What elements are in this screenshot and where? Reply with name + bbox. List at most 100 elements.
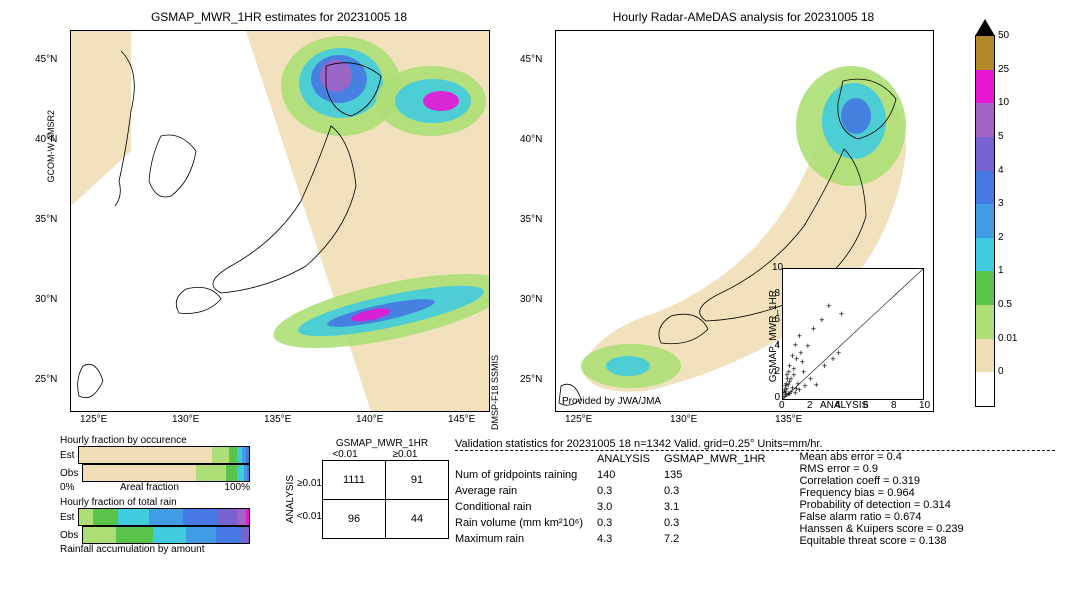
xtick: 125°E <box>80 414 107 425</box>
frac-seg <box>246 509 249 525</box>
val-cell: 3.0 <box>597 499 664 515</box>
val-metric: Correlation coeff = 0.319 <box>799 475 963 487</box>
frac-seg <box>216 527 241 543</box>
colorbar-label: 5 <box>998 131 1004 142</box>
contingency: GSMAP_MWR_1HR <0.01 ≥0.01 ANALYSIS ≥0.01… <box>285 438 449 539</box>
frac-occ-axis-left: 0% <box>60 482 74 493</box>
validation-header: Validation statistics for 20231005 18 n=… <box>455 438 1055 450</box>
val-cell: 0.3 <box>664 483 779 499</box>
scatter-ytick: 4 <box>772 340 780 351</box>
left-map <box>70 30 490 412</box>
colorbar-label: 0.01 <box>998 333 1017 344</box>
scatter-xtick: 6 <box>863 400 869 411</box>
cont-01: 91 <box>386 461 449 500</box>
frac-occ-obs-bar <box>82 464 250 482</box>
frac-seg <box>79 447 211 463</box>
val-col2: GSMAP_MWR_1HR <box>664 451 779 467</box>
val-cell: 3.1 <box>664 499 779 515</box>
rain-ne-3 <box>423 91 459 111</box>
colorbar-seg <box>976 238 994 272</box>
scatter-plot: ++++++++++++++++++++++++++++++++++++++++… <box>782 268 924 400</box>
frac-seg <box>226 465 238 481</box>
colorbar-label: 2 <box>998 232 1004 243</box>
val-cell: 135 <box>664 467 779 483</box>
rain-n-4 <box>320 60 352 92</box>
cont-table: 111191 9644 <box>322 460 449 539</box>
right-map-title: Hourly Radar-AMeDAS analysis for 2023100… <box>555 10 932 24</box>
colorbar-label: 0.5 <box>998 299 1012 310</box>
scatter-point: + <box>794 385 799 394</box>
xtick: 130°E <box>670 414 697 425</box>
scatter-point: + <box>788 388 793 397</box>
validation-metrics: Mean abs error = 0.4RMS error = 0.9Corre… <box>799 451 963 547</box>
scatter-point: + <box>797 332 802 341</box>
colorbar-seg <box>976 339 994 373</box>
frac-total-est-label: Est <box>60 512 74 523</box>
cont-00: 1111 <box>323 461 386 500</box>
cont-side-label: ANALYSIS <box>285 475 296 523</box>
colorbar-label: 50 <box>998 30 1009 41</box>
colorbar-label: 4 <box>998 165 1004 176</box>
val-cell: 7.2 <box>664 531 779 547</box>
frac-occ-obs-label: Obs <box>60 468 78 479</box>
frac-seg <box>186 527 216 543</box>
frac-occ-est-bar <box>78 446 250 464</box>
val-cell: Num of gridpoints raining <box>455 467 597 483</box>
scatter-xtick: 8 <box>891 400 897 411</box>
val-cell: 0.3 <box>597 483 664 499</box>
colorbar-label: 3 <box>998 198 1004 209</box>
frac-occurrence: Hourly fraction by occurence Est Obs 0% … <box>60 435 250 555</box>
scatter-point: + <box>791 371 796 380</box>
val-cell: 4.3 <box>597 531 664 547</box>
scatter-xtick: 2 <box>807 400 813 411</box>
scatter-point: + <box>793 341 798 350</box>
frac-total-obs-label: Obs <box>60 530 78 541</box>
scatter-point: + <box>826 302 831 311</box>
scatter-point: + <box>801 368 806 377</box>
scatter-xtick: 4 <box>835 400 841 411</box>
coast-korea <box>149 135 196 197</box>
val-metric: False alarm ratio = 0.674 <box>799 511 963 523</box>
frac-seg <box>149 509 183 525</box>
scatter-point: + <box>802 382 807 391</box>
val-metric: Probability of detection = 0.314 <box>799 499 963 511</box>
frac-seg <box>217 509 237 525</box>
scatter-point: + <box>822 362 827 371</box>
scatter-xtick: 10 <box>919 400 930 411</box>
frac-seg <box>241 527 249 543</box>
frac-occ-title: Hourly fraction by occurence <box>60 435 250 446</box>
frac-occ-axis-right: 100% <box>224 482 250 493</box>
frac-seg <box>116 527 152 543</box>
page-root: GSMAP_MWR_1HR estimates for 20231005 18 … <box>0 0 1080 612</box>
ytick: 35°N <box>520 214 542 225</box>
frac-seg <box>247 465 249 481</box>
val-cell: 0.3 <box>664 515 779 531</box>
colorbar-seg <box>976 204 994 238</box>
validation-table: ANALYSISGSMAP_MWR_1HR Num of gridpoints … <box>455 451 779 547</box>
scatter-ytick: 0 <box>772 392 780 403</box>
frac-seg <box>83 465 196 481</box>
colorbar-seg <box>976 171 994 205</box>
scatter-point: + <box>814 381 819 390</box>
frac-total-title: Hourly fraction of total rain <box>60 497 250 508</box>
rrain-sw2 <box>606 356 650 376</box>
scatter-diag <box>783 269 923 399</box>
scatter-point: + <box>786 368 791 377</box>
xtick: 130°E <box>172 414 199 425</box>
cont-row1-label: <0.01 <box>296 511 322 522</box>
frac-seg <box>237 465 244 481</box>
scatter-point: + <box>805 342 810 351</box>
frac-seg <box>196 465 226 481</box>
frac-seg <box>237 509 245 525</box>
ytick: 40°N <box>520 134 542 145</box>
frac-total-obs-bar <box>82 526 250 544</box>
xtick: 135°E <box>775 414 802 425</box>
colorbar: 502510543210.50.010 <box>975 35 995 407</box>
frac-seg <box>79 509 93 525</box>
frac-occ-axis-title: Areal fraction <box>120 482 179 493</box>
cont-10: 96 <box>323 500 386 539</box>
scatter-point: + <box>790 352 795 361</box>
validation-stats: Validation statistics for 20231005 18 n=… <box>455 438 1055 547</box>
ytick: 45°N <box>35 54 57 65</box>
colorbar-label: 25 <box>998 64 1009 75</box>
